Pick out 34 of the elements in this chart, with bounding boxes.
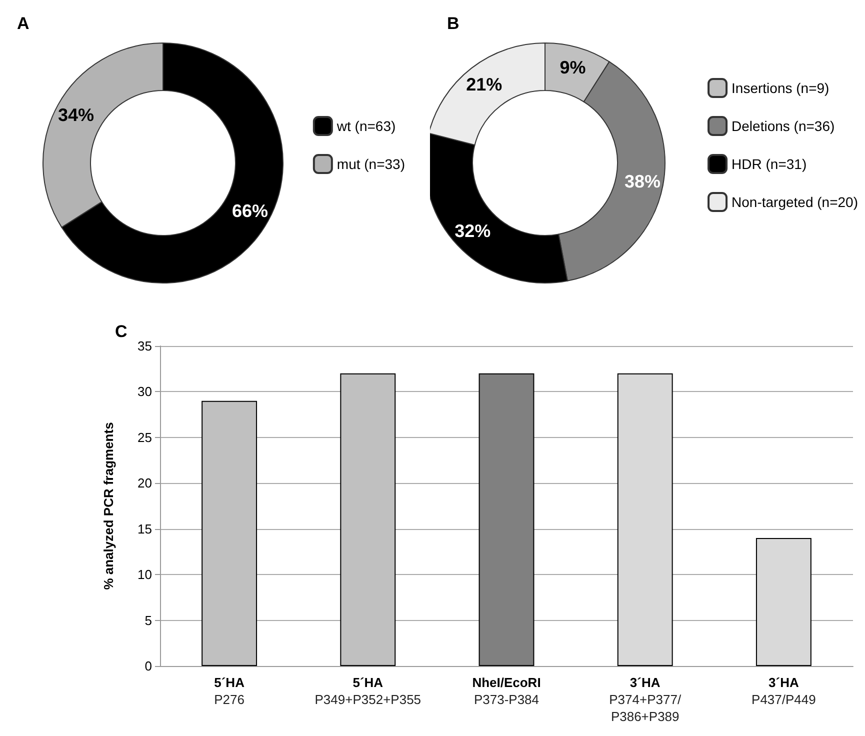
x-tick-label: 5´HA P276 [214, 675, 246, 707]
bar [756, 538, 812, 666]
bar [340, 373, 396, 666]
legend-label: Insertions (n=9) [732, 80, 830, 96]
bar [617, 373, 673, 666]
chart-title: C [115, 322, 128, 341]
y-tick-label: 25 [138, 430, 152, 445]
chart-title: B [447, 14, 460, 33]
data-label: 21% [466, 74, 502, 95]
legend-label: HDR (n=31) [732, 156, 807, 172]
legend-label: wt (n=63) [336, 118, 396, 134]
y-tick-label: 15 [138, 521, 152, 536]
legend-label: mut (n=33) [336, 156, 406, 172]
x-tick-label: 3´HA P437/P449 [752, 675, 816, 707]
y-tick-label: 10 [138, 567, 152, 582]
y-tick-label: 35 [138, 338, 152, 354]
chart-title: A [17, 14, 30, 33]
y-tick-label: 30 [138, 384, 152, 400]
y-tick-label: 20 [138, 476, 152, 491]
y-tick-label: 0 [144, 658, 152, 674]
legend-label: Deletions (n=36) [732, 118, 835, 134]
x-tick-label: NheI/EcoRI P373-P384 [472, 675, 541, 707]
bar [478, 373, 534, 666]
x-tick-label: 3´HA P374+P377/ P386+P389 [609, 675, 682, 724]
data-label: 32% [454, 220, 491, 241]
bar [202, 400, 258, 666]
x-tick-label: 5´HA P349+P352+P355 [314, 675, 422, 707]
legend-label: Non-targeted (n=20) [732, 194, 858, 210]
data-label: 38% [624, 172, 661, 192]
data-label: 66% [232, 200, 268, 221]
y-tick-label: 5 [144, 612, 152, 628]
data-label: 9% [560, 58, 586, 78]
data-label: 34% [58, 105, 94, 126]
y-axis-title: % analyzed PCR fragments [101, 422, 116, 590]
